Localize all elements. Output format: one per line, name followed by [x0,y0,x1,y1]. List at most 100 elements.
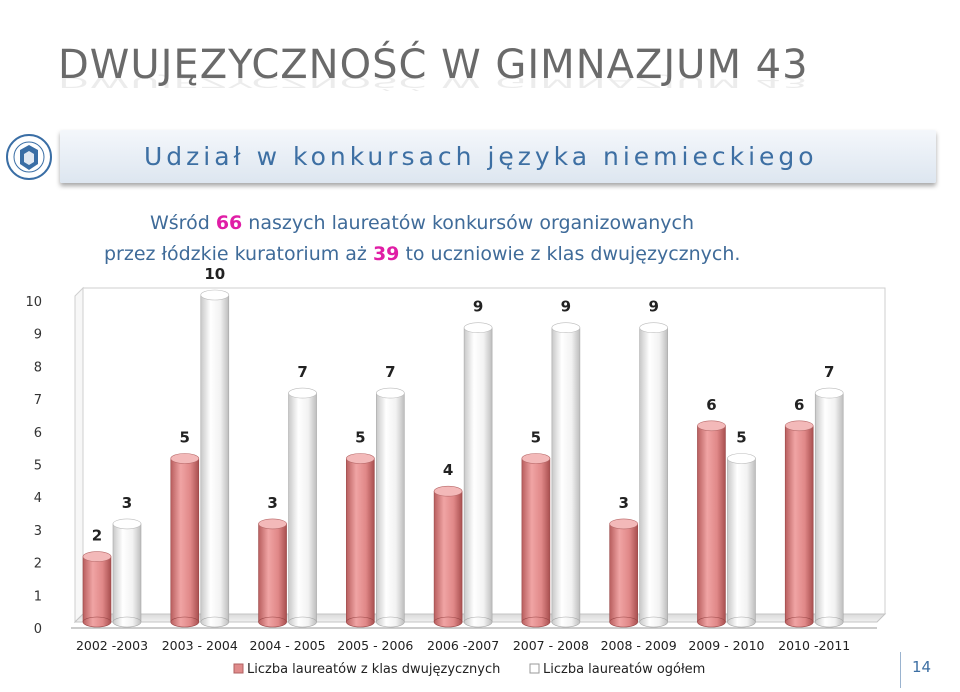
subtitle: Udział w konkursach języka niemieckiego [144,142,818,171]
bar-top [82,551,112,562]
data-label: 2 [92,527,102,545]
bar-body [376,392,405,623]
y-tick-label: 0 [34,622,42,637]
bar-top [112,518,142,530]
x-tick-label: 2005 - 2006 [337,638,413,653]
bar-top [346,453,375,464]
x-tick-label: 2004 - 2005 [250,638,326,653]
bar-base [639,616,668,628]
bar-base [376,616,405,628]
bar-total [639,322,668,628]
bar-bilingual [697,420,726,628]
bar-base [814,616,844,628]
bar-total [288,387,317,628]
bar-total [463,322,493,628]
subtitle-bar: Udział w konkursach języka niemieckiego [60,130,936,183]
data-label: 9 [473,298,483,316]
bar-base [170,616,200,628]
bar-body [814,392,844,623]
y-axis: 0 1 2 3 4 5 6 7 8 9 10 [25,295,42,637]
page-number: 14 [912,658,932,676]
bar-top [814,387,844,399]
data-label: 5 [355,429,365,447]
data-label: 5 [531,429,541,447]
bar-body [521,458,551,623]
bar-base [82,616,112,628]
bar-bilingual [258,518,287,628]
chart-side-wall [74,286,84,624]
bar-top [433,485,463,497]
data-label: 5 [180,429,190,447]
bar-total [376,387,405,628]
page-number-divider [900,652,901,688]
intro-line-2: przez łódzkie kuratorium aż 39 to ucznio… [104,243,741,265]
x-tick-label: 2007 - 2008 [513,638,589,653]
chart-legend: Liczba laureatów z klas dwujęzycznych Lic… [233,662,705,677]
data-label: 6 [794,396,804,414]
bar-bilingual [521,453,551,628]
data-label: 7 [297,363,307,381]
bar-base [433,616,463,628]
bar-total [814,387,844,628]
bar-bilingual [170,453,200,628]
chart-data-labels: 2 3 5 10 3 7 5 7 4 9 5 9 3 9 6 5 6 7 [92,265,835,545]
data-label: 6 [706,396,716,414]
data-label: 9 [648,298,658,316]
bar-body [258,523,287,623]
bar-top [697,420,726,432]
x-tick-label: 2002 -2003 [76,638,148,653]
bar-bilingual [346,453,375,628]
x-tick-label: 2006 -2007 [427,638,499,653]
bar-base [521,616,551,628]
data-label: 7 [385,363,395,381]
x-tick-label: 2003 - 2004 [162,638,238,653]
bar-base [609,616,638,628]
bar-bilingual [784,420,814,628]
bar-base [112,616,142,628]
y-tick-label: 6 [34,426,42,441]
bar-body [200,294,230,623]
bar-body [346,458,375,623]
bar-base [463,616,493,628]
bar-body [784,425,814,623]
bar-base [200,616,230,628]
y-tick-label: 4 [34,491,42,506]
data-label: 9 [561,298,571,316]
bar-base [346,616,375,628]
bar-total [727,453,756,628]
bar-top [376,387,405,399]
x-tick-label: 2010 -2011 [778,638,850,653]
bar-top [639,322,668,334]
bar-base [258,616,287,628]
bar-top [551,322,581,334]
y-tick-label: 8 [34,360,42,375]
y-tick-label: 5 [34,459,42,474]
legend-swatch [529,663,540,674]
data-label: 10 [204,265,225,283]
bar-body [609,523,638,623]
bar-bilingual [609,518,638,628]
bar-top [609,518,638,530]
bar-top [727,453,756,464]
bar-total [200,289,230,628]
x-tick-label: 2008 - 2009 [601,638,677,653]
x-axis-labels: 2002 -2003 2003 - 2004 2004 - 2005 2005 - 2… [76,638,850,653]
bar-base [288,616,317,628]
legend-swatch [233,663,244,674]
legend-label: Liczba laureatów ogółem [543,662,705,677]
y-tick-label: 2 [34,557,42,572]
legend-label: Liczba laureatów z klas dwujęzycznych [247,662,500,677]
data-label: 3 [618,494,628,512]
bar-top [784,420,814,432]
bar-body [463,327,493,623]
bar-top [463,322,493,334]
y-tick-label: 1 [34,589,42,604]
bar-body [433,490,463,623]
bar-body [82,556,112,623]
bar-base [697,616,726,628]
school-logo-icon [6,134,52,180]
bar-top [258,518,287,530]
bar-top [170,453,200,464]
data-label: 5 [736,429,746,447]
